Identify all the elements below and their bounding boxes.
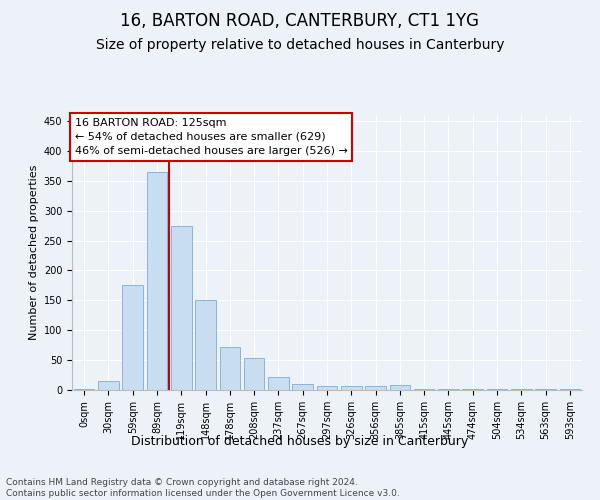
Text: Size of property relative to detached houses in Canterbury: Size of property relative to detached ho…	[96, 38, 504, 52]
Bar	[317, 386, 337, 390]
Bar	[292, 384, 313, 390]
Bar	[244, 358, 265, 390]
Y-axis label: Number of detached properties: Number of detached properties	[29, 165, 40, 340]
Text: Contains HM Land Registry data © Crown copyright and database right 2024.
Contai: Contains HM Land Registry data © Crown c…	[6, 478, 400, 498]
Bar	[122, 286, 143, 390]
Bar	[146, 172, 167, 390]
Text: Distribution of detached houses by size in Canterbury: Distribution of detached houses by size …	[131, 435, 469, 448]
Bar	[220, 347, 240, 390]
Bar	[389, 385, 410, 390]
Bar	[268, 377, 289, 390]
Bar	[560, 389, 580, 390]
Bar	[341, 386, 362, 390]
Bar	[98, 381, 119, 390]
Bar	[74, 389, 94, 390]
Text: 16 BARTON ROAD: 125sqm
← 54% of detached houses are smaller (629)
46% of semi-de: 16 BARTON ROAD: 125sqm ← 54% of detached…	[74, 118, 347, 156]
Bar	[171, 226, 191, 390]
Bar	[365, 386, 386, 390]
Bar	[195, 300, 216, 390]
Text: 16, BARTON ROAD, CANTERBURY, CT1 1YG: 16, BARTON ROAD, CANTERBURY, CT1 1YG	[121, 12, 479, 30]
